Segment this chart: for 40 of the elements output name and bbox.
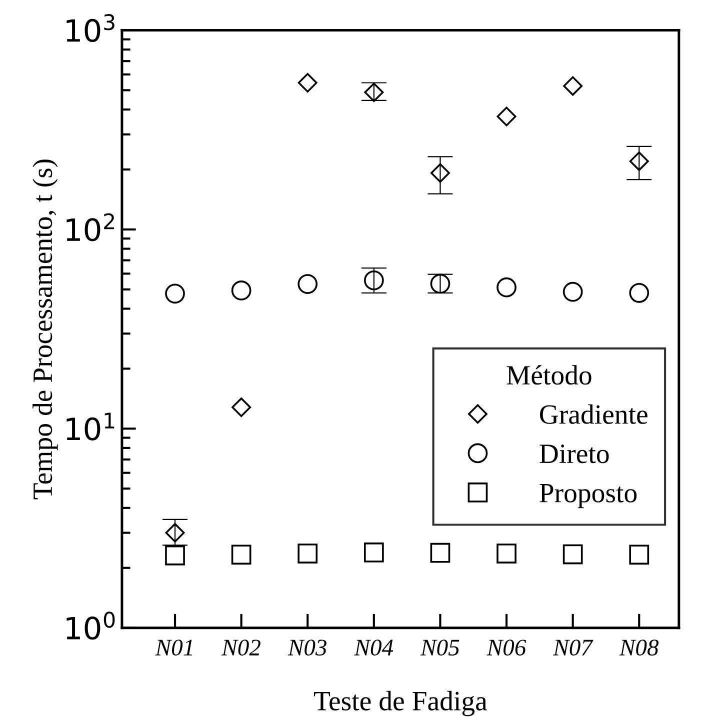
y-axis-title: Tempo de Processamento, t (s): [32, 160, 58, 500]
x-tick-label: N08: [619, 640, 659, 656]
x-axis-title: Teste de Fadiga: [314, 690, 488, 716]
point: [298, 274, 318, 294]
point: [231, 280, 252, 300]
point: [232, 398, 252, 418]
point: [298, 544, 318, 564]
point: [629, 283, 650, 303]
legend-label: Direto: [540, 444, 609, 464]
point: [496, 544, 516, 564]
x-tick-label: N04: [354, 640, 394, 656]
legend-label: Gradiente: [540, 404, 648, 424]
y-tick-label: 10$^{0}$: [66, 612, 115, 640]
x-tick-label: N01: [155, 640, 192, 656]
y-tick-label: 10$^{2}$: [66, 213, 114, 242]
point: [430, 542, 450, 563]
point: [629, 151, 649, 171]
x-tick-label: N07: [552, 640, 594, 656]
x-tick-label: N06: [486, 640, 526, 656]
x-tick-label: N02: [221, 640, 260, 656]
point: [496, 106, 516, 126]
point: [629, 544, 650, 565]
y-tick-label: 10$^{3}$: [66, 14, 114, 42]
x-tick-label: N03: [288, 640, 326, 656]
point: [165, 523, 185, 543]
legend-title: Método: [506, 365, 592, 385]
legend-label: Proposto: [540, 484, 637, 508]
point: [562, 544, 583, 564]
point: [563, 76, 583, 96]
point: [165, 284, 185, 304]
point: [165, 545, 185, 566]
point: [562, 282, 583, 302]
y-tick-label: 10$^{1}$: [66, 412, 114, 440]
point: [364, 82, 384, 102]
point: [364, 542, 384, 562]
point: [430, 163, 450, 183]
point: [496, 277, 516, 298]
point: [298, 73, 318, 92]
x-tick-label: N05: [420, 640, 460, 656]
point: [231, 544, 252, 565]
